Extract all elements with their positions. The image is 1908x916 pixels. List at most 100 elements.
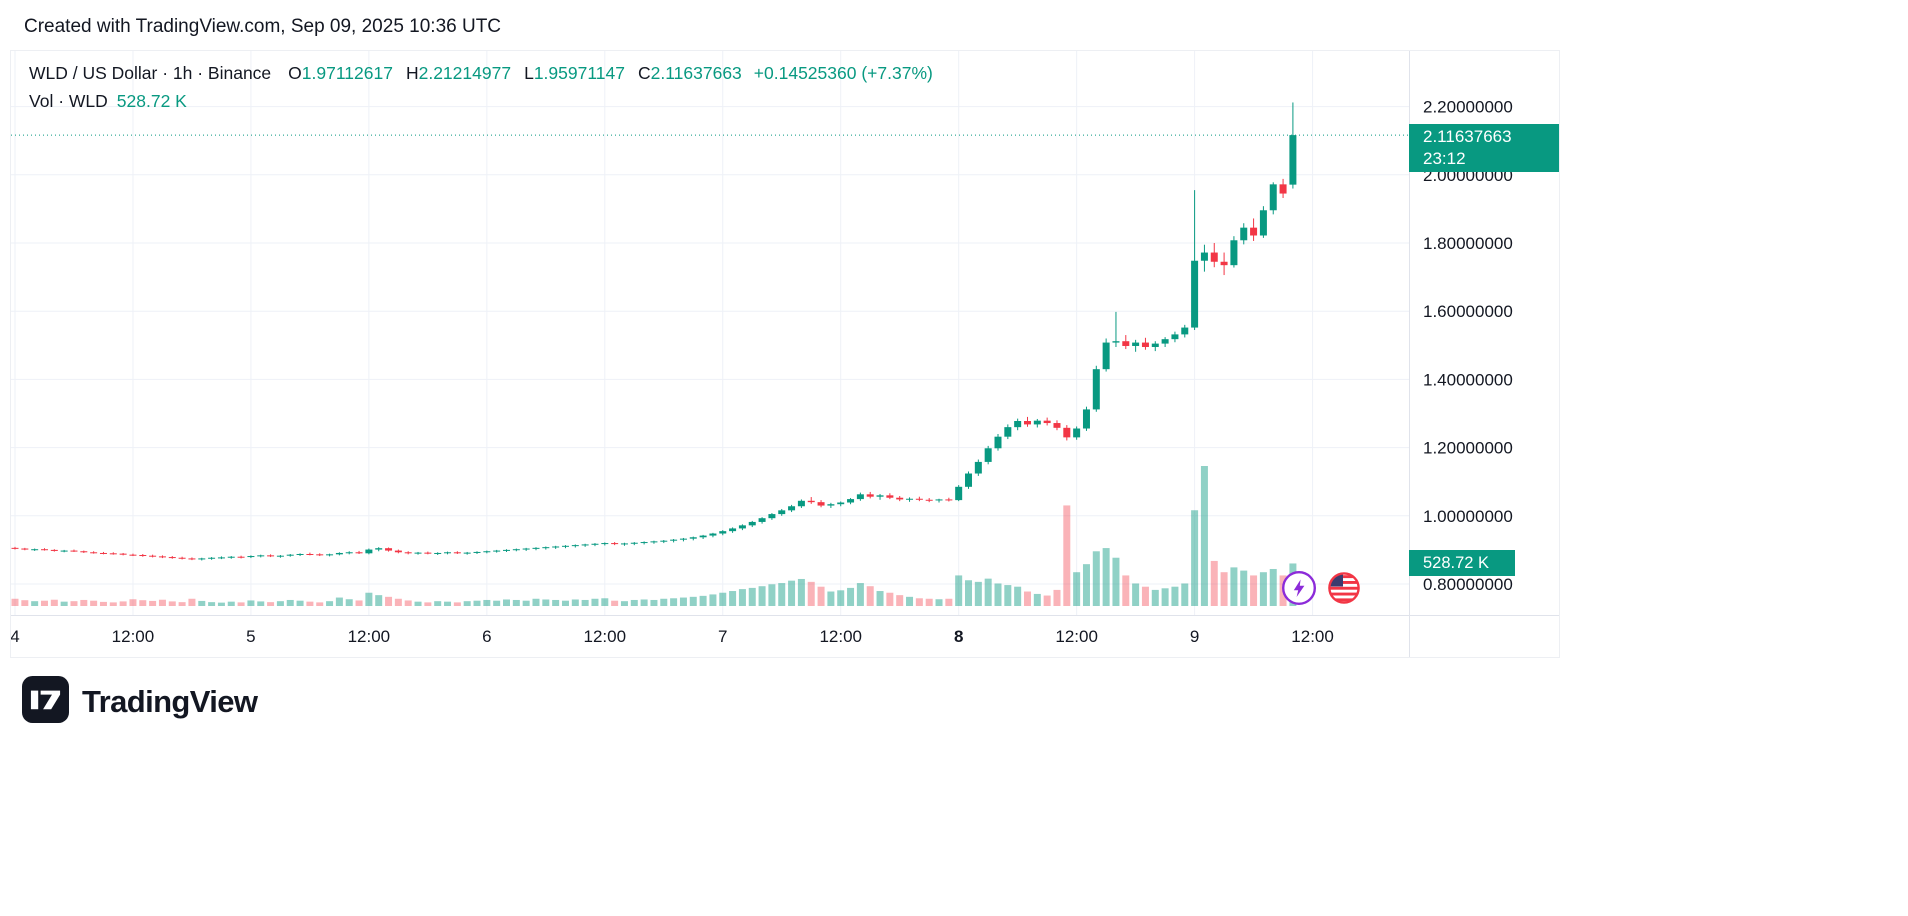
volume-bar [1269, 568, 1277, 606]
close-pair: C2.11637663 [638, 63, 742, 84]
volume-bar [1092, 551, 1100, 606]
volume-bar [847, 587, 855, 606]
candle-body [915, 498, 923, 500]
volume-bar [129, 599, 137, 606]
volume-bar [925, 598, 933, 606]
price-chart[interactable]: 2.200000002.000000001.800000001.60000000… [11, 51, 1559, 657]
low-label: L [524, 62, 534, 83]
volume-bar [807, 581, 815, 606]
volume-bar [778, 583, 786, 606]
volume-bar [1073, 572, 1081, 606]
time-tick-label[interactable]: 8 [954, 627, 963, 646]
candle-body [778, 510, 786, 515]
low-pair: L1.95971147 [524, 63, 625, 84]
price-tick-label[interactable]: 1.40000000 [1423, 370, 1513, 389]
candle-body [434, 552, 442, 554]
candle-body [1102, 342, 1110, 370]
candle-body [552, 546, 560, 548]
legend-symbol-row: WLD / US Dollar · 1h · Binance O1.971126… [29, 59, 933, 87]
attribution-text: Created with TradingView.com, Sep 09, 20… [24, 16, 502, 37]
candle-body [1269, 184, 1277, 211]
candle-body [866, 494, 874, 497]
candle-body [955, 486, 963, 501]
time-tick-label[interactable]: 9 [1190, 627, 1199, 646]
lightning-icon [1281, 570, 1317, 606]
time-tick-label[interactable]: 6 [482, 627, 491, 646]
candle-body [50, 549, 58, 551]
volume-bar [611, 600, 619, 606]
candle-body [404, 552, 412, 554]
volume-bar [444, 601, 452, 606]
candle-body [856, 494, 864, 500]
candle-body [119, 553, 127, 555]
volume-bar [640, 599, 648, 606]
candle-body [1033, 420, 1041, 425]
volume-bar [424, 602, 432, 606]
boost-button[interactable] [1281, 570, 1317, 606]
candle-body [965, 473, 973, 487]
volume-bar [434, 601, 442, 606]
candle-body [719, 531, 727, 534]
volume-bar [1112, 557, 1120, 606]
volume-bar [758, 586, 766, 606]
volume-bar [503, 599, 510, 606]
volume-bar [965, 580, 973, 606]
time-tick-label[interactable]: 12:00 [348, 627, 391, 646]
volume-bar [1004, 585, 1012, 606]
candle-body [40, 549, 48, 551]
volume-bar [1132, 583, 1140, 606]
price-tick-label[interactable]: 1.20000000 [1423, 439, 1513, 458]
volume-bar [1250, 575, 1258, 606]
volume-bar [689, 596, 697, 606]
last-price: 2.11637663 [1423, 127, 1512, 147]
volume-bar [1200, 466, 1208, 606]
candle-body [1082, 409, 1090, 429]
candle-body [571, 545, 579, 547]
time-tick-label[interactable]: 4 [11, 627, 20, 646]
volume-bar [326, 601, 334, 606]
price-tick-label[interactable]: 1.80000000 [1423, 234, 1513, 253]
candle-body [660, 540, 668, 542]
candle-body [807, 500, 815, 503]
candle-body [493, 550, 501, 552]
volume-bar [837, 590, 845, 606]
time-tick-label[interactable]: 5 [246, 627, 255, 646]
symbol-title[interactable]: WLD / US Dollar · 1h · Binance [29, 62, 272, 83]
time-tick-label[interactable]: 7 [718, 627, 727, 646]
candle-body [1014, 421, 1022, 428]
candle-body [316, 554, 324, 556]
price-tick-label[interactable]: 1.60000000 [1423, 302, 1513, 321]
time-tick-label[interactable]: 12:00 [1055, 627, 1098, 646]
close-value: 2.11637663 [650, 62, 742, 83]
volume-bar [522, 600, 530, 606]
volume-bar [876, 591, 884, 606]
candle-body [1250, 227, 1258, 236]
time-tick-label[interactable]: 12:00 [112, 627, 155, 646]
volume-bar [1063, 505, 1071, 606]
candle-body [31, 549, 39, 551]
candle-body [1210, 252, 1218, 262]
candle-body [748, 521, 756, 526]
volume-bar [620, 601, 628, 606]
volume-bar [188, 598, 196, 606]
candle-body [473, 551, 481, 553]
time-tick-label[interactable]: 12:00 [584, 627, 627, 646]
candle-body [945, 499, 953, 501]
candle-body [738, 525, 746, 529]
candle-body [1200, 252, 1208, 261]
price-tick-label[interactable]: 2.20000000 [1423, 98, 1513, 117]
volume-bar [276, 601, 284, 606]
candle-body [257, 555, 265, 557]
candle-body [11, 547, 19, 549]
low-value: 1.95971147 [533, 62, 625, 83]
time-tick-label[interactable]: 12:00 [819, 627, 862, 646]
open-label: O [288, 62, 302, 83]
tradingview-logo[interactable] [22, 676, 69, 728]
price-tick-label[interactable]: 1.00000000 [1423, 507, 1513, 526]
candle-body [1191, 260, 1199, 328]
time-tick-label[interactable]: 12:00 [1291, 627, 1334, 646]
price-tick-label[interactable]: 0.80000000 [1423, 575, 1513, 594]
volume-bar [738, 589, 746, 606]
volume-bar [40, 600, 48, 606]
candle-body [335, 552, 343, 555]
